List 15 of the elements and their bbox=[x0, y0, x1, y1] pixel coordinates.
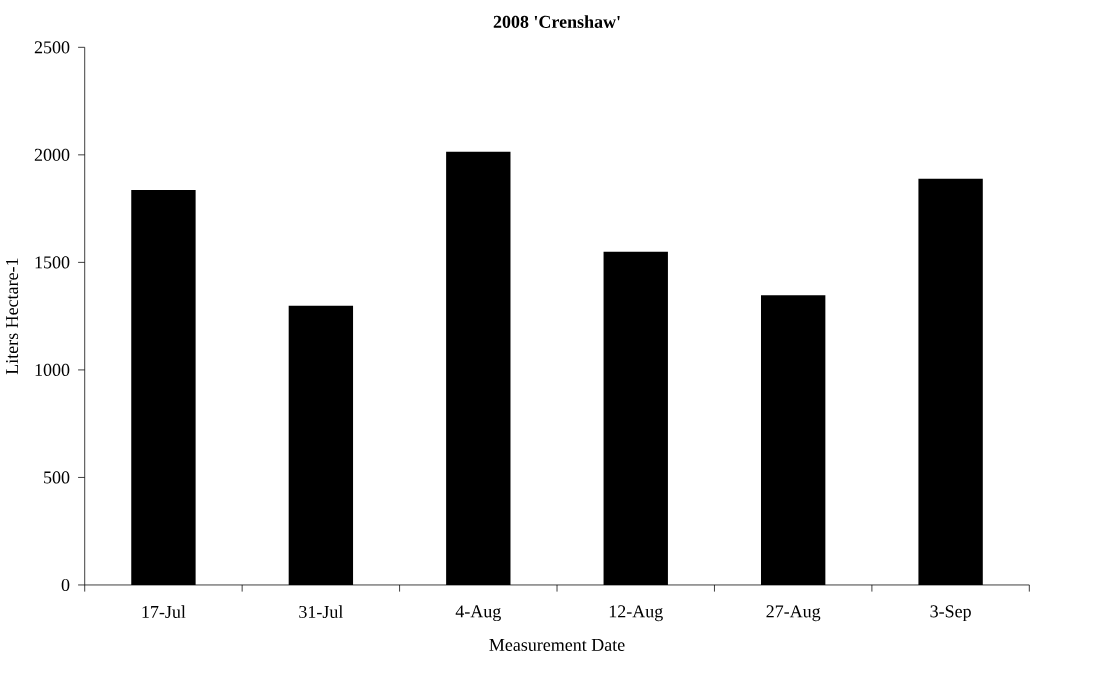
y-tick-label: 2500 bbox=[34, 41, 70, 54]
y-tick-label: 1500 bbox=[35, 256, 70, 269]
y-tick-label: 500 bbox=[44, 471, 70, 484]
y-tick-label: 2000 bbox=[34, 148, 70, 161]
x-tick-label: 27-Aug bbox=[766, 605, 821, 622]
x-tick-label: 12-Aug bbox=[609, 605, 663, 622]
y-tick-label: 1000 bbox=[35, 363, 70, 377]
x-tick-label: 3-Sep bbox=[930, 605, 971, 622]
y-axis-title: Liters Hectare-1 bbox=[6, 258, 19, 375]
x-tick-label: 4-Aug bbox=[455, 605, 501, 622]
x-tick-label: 17-Jul bbox=[142, 605, 186, 619]
x-axis-title: Measurement Date bbox=[489, 639, 625, 651]
chart-title: 2008 'Crenshaw' bbox=[493, 15, 620, 28]
x-tick-label: 31-Jul bbox=[299, 605, 343, 619]
y-tick-label: 0 bbox=[61, 578, 70, 592]
